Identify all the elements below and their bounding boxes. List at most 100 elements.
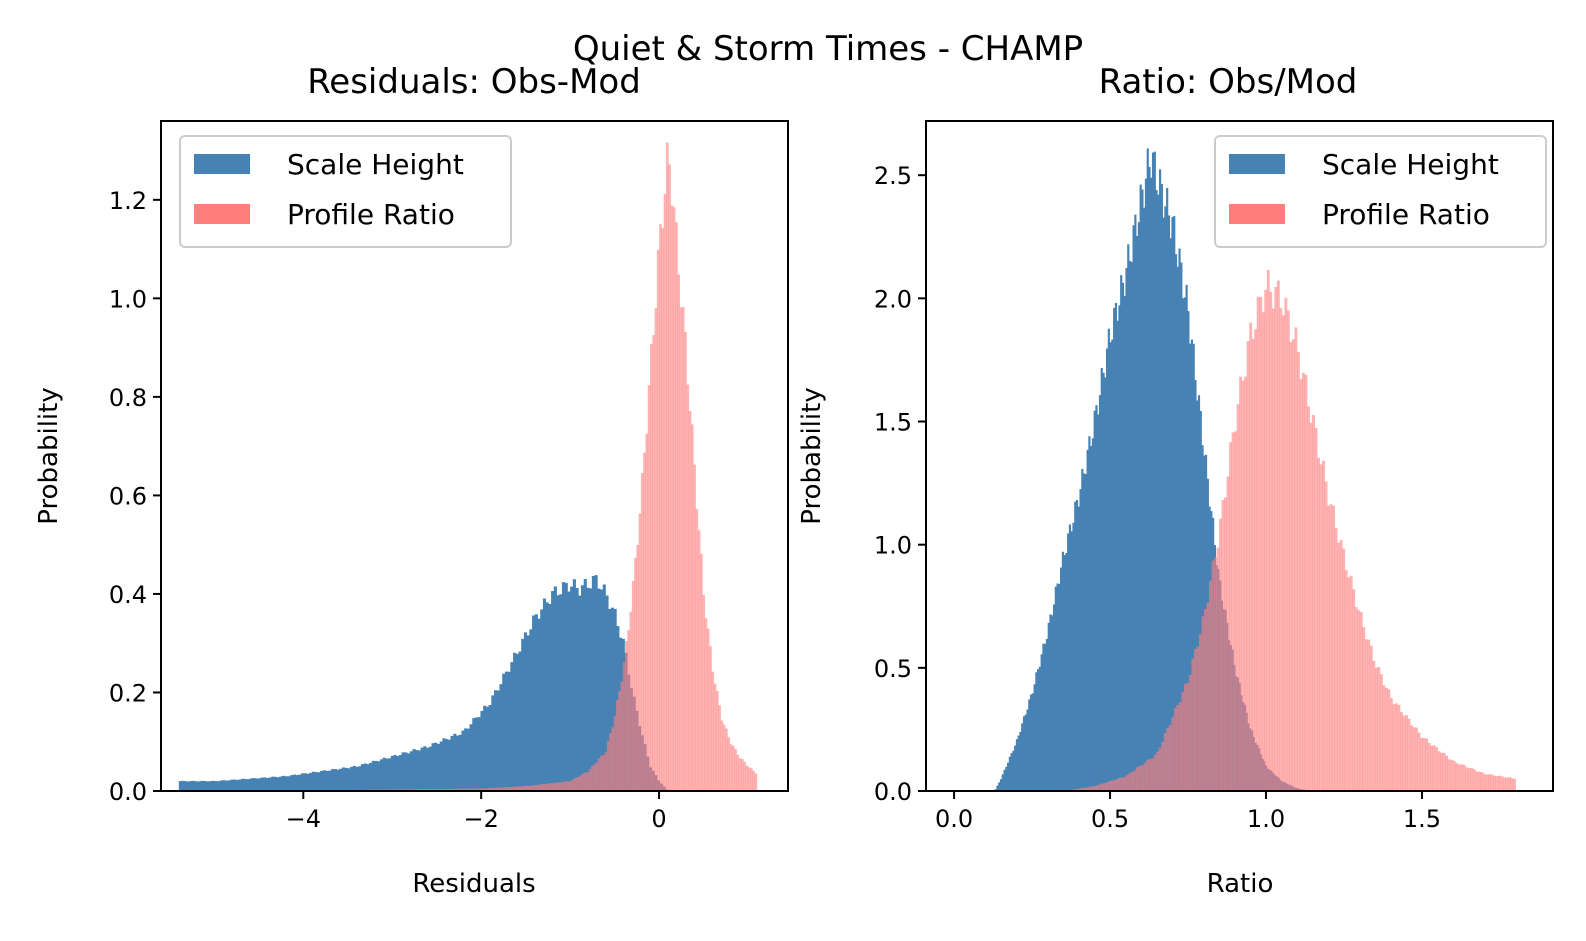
histogram-bar bbox=[309, 772, 313, 791]
histogram-bar bbox=[610, 607, 614, 791]
histogram-bar bbox=[420, 747, 424, 791]
histogram-bar bbox=[1098, 395, 1102, 791]
histogram-bar bbox=[542, 598, 547, 791]
histogram-bar bbox=[1490, 774, 1494, 791]
histogram-bar bbox=[470, 788, 474, 791]
histogram-bar bbox=[461, 730, 465, 791]
histogram-bar bbox=[1077, 506, 1080, 791]
x-tick-label: 0.0 bbox=[935, 805, 973, 833]
histogram-bar bbox=[203, 781, 207, 791]
histogram-bar bbox=[1169, 238, 1172, 791]
histogram-bar bbox=[711, 671, 715, 791]
histogram-bar bbox=[1121, 777, 1124, 791]
histogram-bar bbox=[208, 781, 212, 791]
histogram-bar bbox=[1372, 660, 1376, 791]
histogram-bar bbox=[1001, 774, 1004, 791]
histogram-bar bbox=[565, 781, 569, 791]
histogram-bar bbox=[1107, 328, 1110, 791]
legend-label-scale-height: Scale Height bbox=[287, 148, 464, 181]
histogram-bar bbox=[1035, 672, 1038, 791]
histogram-bar bbox=[722, 724, 726, 791]
histogram-bar bbox=[407, 753, 411, 791]
histogram-bar bbox=[1128, 261, 1132, 791]
histogram-bar bbox=[1301, 372, 1305, 791]
histogram-bar bbox=[472, 788, 476, 791]
histogram-bar bbox=[589, 588, 593, 791]
histogram-bar bbox=[1052, 604, 1056, 791]
histogram-bar bbox=[1102, 372, 1105, 791]
histogram-bar bbox=[1060, 567, 1063, 791]
histogram-bar bbox=[613, 715, 617, 791]
histogram-bar bbox=[440, 788, 444, 791]
histogram-bar bbox=[620, 681, 624, 791]
histogram-bar bbox=[1070, 531, 1073, 791]
histogram-bar bbox=[263, 777, 267, 791]
histogram-bar bbox=[564, 582, 568, 791]
histogram-bar bbox=[527, 785, 530, 791]
histogram-bar bbox=[450, 788, 453, 791]
histogram-bar bbox=[536, 784, 540, 791]
residuals-series-profile-ratio bbox=[347, 142, 758, 792]
histogram-bar bbox=[1088, 786, 1092, 791]
histogram-bar bbox=[1146, 759, 1150, 791]
histogram-bar bbox=[1477, 771, 1481, 791]
histogram-bar bbox=[1244, 376, 1248, 791]
histogram-bar bbox=[593, 764, 596, 791]
histogram-bar bbox=[600, 589, 604, 791]
histogram-bar bbox=[1081, 469, 1084, 791]
histogram-bar bbox=[398, 754, 403, 791]
histogram-bar bbox=[1040, 654, 1043, 791]
histogram-bar bbox=[1156, 751, 1160, 791]
histogram-bar bbox=[497, 787, 501, 791]
residuals-axes-frame bbox=[160, 120, 789, 792]
histogram-bar bbox=[545, 602, 549, 791]
histogram-bar bbox=[1176, 266, 1179, 791]
histogram-bar bbox=[349, 766, 354, 791]
histogram-bar bbox=[1141, 189, 1144, 792]
histogram-bar bbox=[1394, 703, 1398, 791]
histogram-bar bbox=[1211, 560, 1215, 791]
histogram-bar bbox=[1201, 616, 1205, 791]
histogram-bar bbox=[1226, 476, 1230, 791]
histogram-bar bbox=[461, 788, 465, 791]
histogram-bar bbox=[515, 786, 519, 791]
histogram-bar bbox=[500, 787, 503, 791]
histogram-bar bbox=[1410, 725, 1413, 791]
histogram-bar bbox=[1054, 586, 1057, 791]
histogram-bar bbox=[1116, 320, 1119, 791]
histogram-bar bbox=[1075, 788, 1079, 791]
histogram-bar bbox=[1500, 776, 1504, 791]
histogram-bar bbox=[459, 788, 462, 791]
histogram-bar bbox=[602, 584, 606, 791]
histogram-bar bbox=[515, 653, 519, 791]
histogram-bar bbox=[559, 782, 562, 791]
histogram-bar bbox=[684, 331, 687, 791]
histogram-bar bbox=[219, 780, 223, 791]
histogram-bar bbox=[1176, 705, 1180, 791]
histogram-bar bbox=[412, 749, 416, 791]
histogram-bar bbox=[568, 781, 571, 791]
histogram-bar bbox=[1241, 380, 1245, 791]
histogram-bar bbox=[1173, 708, 1177, 791]
histogram-bar bbox=[702, 595, 705, 791]
histogram-bar bbox=[271, 776, 275, 791]
histogram-bar bbox=[606, 741, 610, 791]
histogram-bar bbox=[469, 724, 473, 791]
histogram-bar bbox=[273, 776, 278, 791]
histogram-bar bbox=[358, 766, 362, 791]
histogram-bar bbox=[1329, 504, 1333, 791]
histogram-bar bbox=[301, 773, 305, 791]
histogram-bar bbox=[647, 385, 651, 791]
histogram-bar bbox=[1219, 518, 1222, 791]
histogram-bar bbox=[602, 755, 605, 791]
histogram-bar bbox=[745, 765, 749, 791]
histogram-bar bbox=[428, 746, 432, 791]
histogram-bar bbox=[688, 411, 692, 791]
histogram-bar bbox=[415, 750, 419, 791]
histogram-bar bbox=[401, 752, 405, 791]
histogram-bar bbox=[496, 690, 500, 791]
histogram-bar bbox=[1442, 752, 1446, 791]
histogram-bar bbox=[1130, 261, 1133, 791]
histogram-bar bbox=[330, 769, 335, 791]
